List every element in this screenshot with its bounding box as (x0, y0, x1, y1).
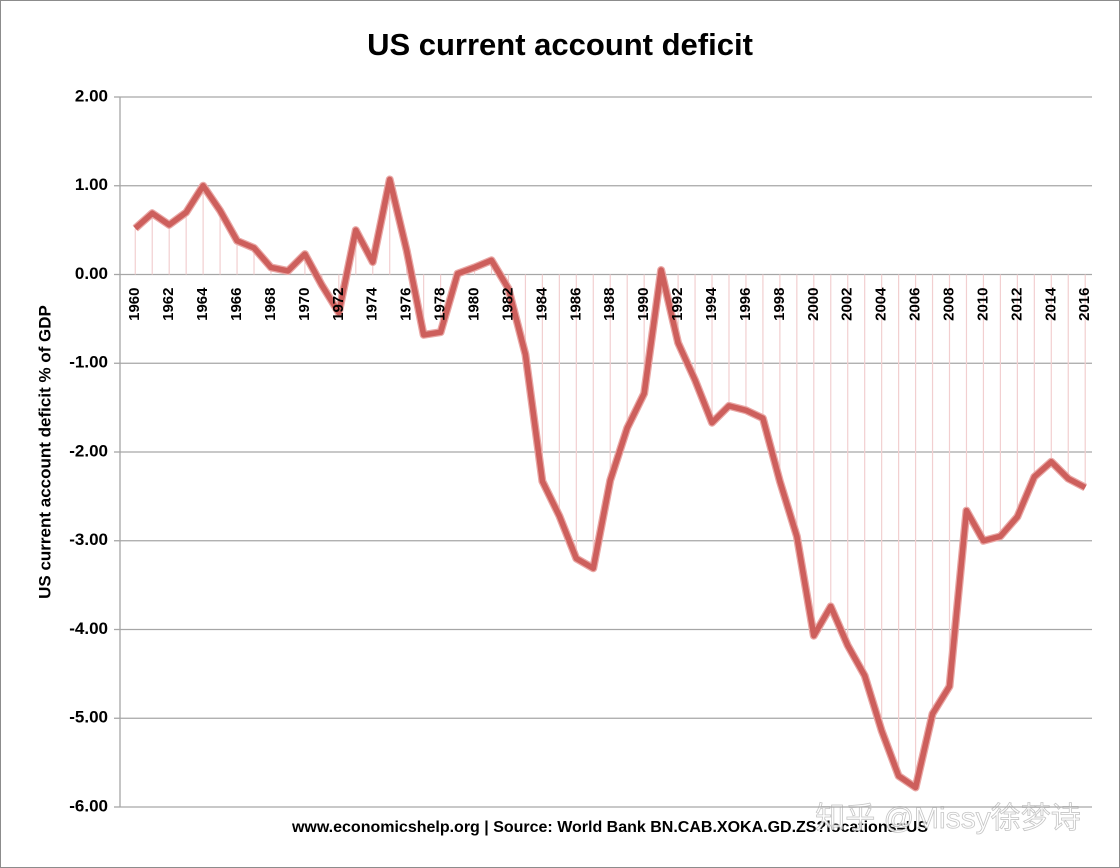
x-tick-label: 1970 (296, 288, 313, 321)
x-tick-label: 1978 (432, 288, 449, 321)
x-tick-label: 1966 (228, 288, 245, 321)
footer-source: www.economicshelp.org | Source: World Ba… (291, 819, 928, 836)
x-tick-label: 2008 (940, 288, 957, 321)
x-tick-label: 1986 (567, 288, 584, 321)
x-tick-label: 1962 (160, 288, 177, 321)
x-tick-label: 1994 (703, 287, 720, 321)
x-tick-label: 2000 (805, 288, 822, 321)
y-tick-label: -5.00 (69, 708, 108, 727)
x-tick-label: 2006 (907, 288, 924, 321)
x-tick-label: 1990 (635, 288, 652, 321)
plot-area (114, 96, 1092, 808)
x-tick-label: 2016 (1076, 288, 1093, 321)
y-tick-label: 0.00 (75, 264, 108, 283)
x-tick-label: 1964 (194, 287, 211, 321)
x-tick-label: 2010 (974, 288, 991, 321)
x-tick-label: 2002 (839, 288, 856, 321)
x-tick-label: 1996 (737, 288, 754, 321)
x-tick-label: 1972 (330, 288, 347, 321)
y-tick-label: -2.00 (69, 441, 108, 460)
x-tick-label: 1982 (499, 288, 516, 321)
y-tick-label: -6.00 (69, 796, 108, 815)
x-tick-label: 1984 (533, 287, 550, 321)
y-tick-label: -3.00 (69, 530, 108, 549)
x-tick-label: 2004 (873, 287, 890, 321)
y-tick-label: -1.00 (69, 353, 108, 372)
x-tick-label: 1988 (601, 288, 618, 321)
x-tick-label: 1992 (669, 288, 686, 321)
chart-title: US current account deficit (367, 27, 753, 62)
x-tick-label: 1998 (771, 288, 788, 321)
x-tick-label: 2014 (1042, 287, 1059, 321)
watermark: 知乎 @Missy徐梦诗 (815, 802, 1080, 835)
x-tick-label: 1960 (126, 288, 143, 321)
y-tick-label: 1.00 (75, 175, 108, 194)
x-tick-label: 2012 (1008, 288, 1025, 321)
y-axis-label: US current account deficit % of GDP (35, 305, 54, 599)
x-tick-label: 1976 (398, 288, 415, 321)
x-tick-label: 1968 (262, 288, 279, 321)
line-series (133, 176, 1087, 791)
x-tick-label: 1974 (364, 287, 381, 321)
x-tick-label: 1980 (466, 288, 483, 321)
y-tick-label: 2.00 (75, 86, 108, 105)
y-tick-label: -4.00 (69, 619, 108, 638)
